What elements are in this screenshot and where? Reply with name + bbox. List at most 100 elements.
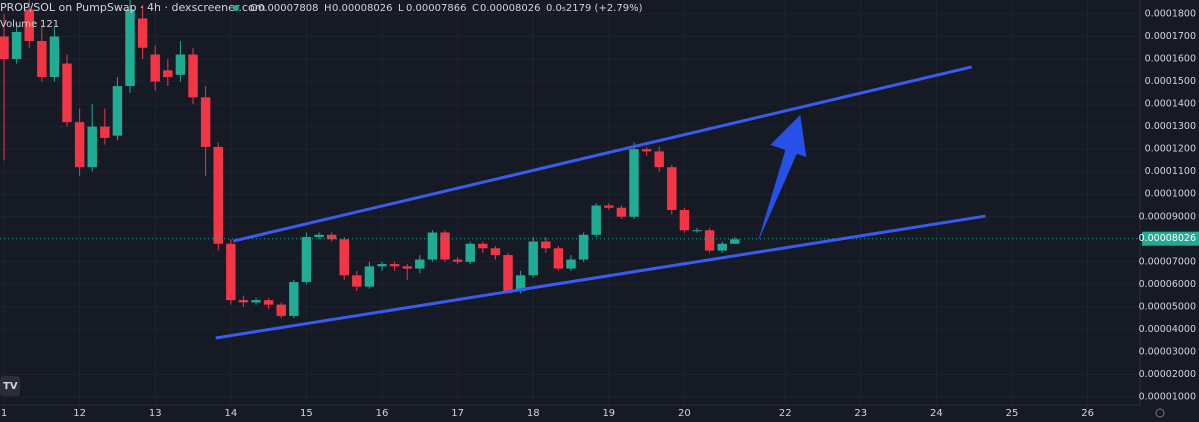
y-tick-label: 0.0001400 xyxy=(1145,99,1196,110)
candle-body xyxy=(717,243,727,251)
candle-body xyxy=(541,241,551,249)
candle-body xyxy=(263,300,274,305)
candle-body xyxy=(553,248,564,269)
y-tick-label: 0.00002000 xyxy=(1139,369,1196,380)
last-price-label: 0.00008026 xyxy=(1139,233,1196,244)
ohlc-key: H xyxy=(324,3,332,14)
candle-body xyxy=(364,266,375,287)
x-tick-label: 16 xyxy=(376,408,389,419)
candle-body xyxy=(200,97,211,147)
y-tick-label: 0.0001500 xyxy=(1145,76,1196,87)
candle-body xyxy=(465,243,475,262)
candle-body xyxy=(213,146,223,244)
candle-body xyxy=(415,259,425,269)
candle-body xyxy=(427,232,438,260)
candle-body xyxy=(616,207,627,217)
y-tick-label: 0.00009000 xyxy=(1139,211,1196,222)
candle-body xyxy=(137,18,148,48)
x-tick-label: 19 xyxy=(602,408,615,419)
candle-body xyxy=(112,86,123,136)
volume-label: Volume xyxy=(0,19,37,30)
y-tick-label: 0.00003000 xyxy=(1139,346,1196,357)
last-price-tag xyxy=(1142,231,1199,246)
logo-mark: TV xyxy=(3,381,18,392)
ohlc: O 0.00007808 H 0.00008026 L 0.00007866 C 0.0000… xyxy=(250,3,643,14)
candle-body xyxy=(339,239,349,276)
ohlc-value: 0.00007808 xyxy=(258,3,318,14)
logo-box xyxy=(0,376,20,396)
ohlc-key: O xyxy=(250,3,258,14)
ohlc-value: 0.00007866 xyxy=(406,3,466,14)
candle-body xyxy=(0,36,9,60)
candle-body xyxy=(402,266,412,269)
y-tick-label: 0.0001800 xyxy=(1145,8,1196,19)
candle-body xyxy=(24,9,34,42)
candle-body xyxy=(641,149,652,152)
change: 0.0₅2179 (+2.79%) xyxy=(546,3,643,14)
y-tick-label: 0.0001200 xyxy=(1145,144,1196,155)
tv-logo: TV xyxy=(0,376,20,396)
candle-body xyxy=(692,230,702,232)
ohlc-value: 0.00008026 xyxy=(332,3,392,14)
candle-body xyxy=(440,232,450,260)
chart-title: PROP/SOL on PumpSwap · 4h · dexscreener.… xyxy=(0,1,265,14)
candle-body xyxy=(478,243,488,249)
y-tick-label: 0.00004000 xyxy=(1139,324,1196,335)
candle-body xyxy=(352,275,362,287)
x-tick-label: 12 xyxy=(73,408,86,419)
y-tick-label: 0.00007000 xyxy=(1139,256,1196,267)
y-tick-label: 0.00006000 xyxy=(1139,279,1196,290)
ohlc-key: L xyxy=(398,3,404,14)
candle-body xyxy=(578,234,589,260)
y-tick-label: 0.0001100 xyxy=(1145,166,1196,177)
candle-body xyxy=(87,126,97,168)
y-tick-label: 0.0001000 xyxy=(1145,189,1196,200)
candle-body xyxy=(566,259,576,269)
candle-body xyxy=(74,122,85,168)
candle-body xyxy=(289,282,299,316)
candle-body xyxy=(629,149,639,217)
candle-body xyxy=(125,9,135,87)
ohlc-key: C xyxy=(472,3,479,14)
y-tick-label: 0.00001000 xyxy=(1139,392,1196,403)
status-dot xyxy=(233,5,239,11)
candle-body xyxy=(326,234,337,240)
x-tick-label: 25 xyxy=(1006,408,1019,419)
candle-body xyxy=(515,275,526,292)
candle-body xyxy=(226,243,236,301)
x-tick-label: 22 xyxy=(779,408,792,419)
y-tick-label: 0.0001600 xyxy=(1145,54,1196,65)
candle-body xyxy=(730,239,740,244)
candle-body xyxy=(163,70,173,78)
candle-body xyxy=(301,237,312,283)
candle-body xyxy=(188,54,198,98)
candle-body xyxy=(667,167,677,210)
y-tick-label: 0.0001700 xyxy=(1145,31,1196,42)
settings-icon[interactable] xyxy=(1155,408,1165,418)
candle-body xyxy=(389,264,400,267)
ohlc-value: 0.00008026 xyxy=(480,3,540,14)
x-tick-label: 26 xyxy=(1081,408,1094,419)
candle-body xyxy=(175,54,186,75)
x-tick-label: 15 xyxy=(300,408,313,419)
trend-line xyxy=(232,65,973,243)
volume-value: 121 xyxy=(40,19,59,30)
candle-body xyxy=(276,304,286,316)
candle-body xyxy=(452,259,463,262)
arrow xyxy=(757,114,807,243)
header: PROP/SOL on PumpSwap · 4h · dexscreener.… xyxy=(0,1,643,30)
x-tick-label: 18 xyxy=(527,408,540,419)
candle-body xyxy=(704,230,715,251)
candle-body xyxy=(679,209,690,231)
candle-body xyxy=(654,151,664,168)
y-tick-label: 0.00005000 xyxy=(1139,301,1196,312)
axes: 0.0001800 0.0001700 0.0001600 0.0001500 0.00… xyxy=(1,8,1199,419)
candle-body xyxy=(528,241,538,276)
x-tick-label: 23 xyxy=(854,408,867,419)
candle-body xyxy=(37,41,47,78)
candle-body xyxy=(49,36,60,78)
x-tick-label: 20 xyxy=(678,408,691,419)
candle-body xyxy=(490,248,501,256)
candle-body xyxy=(591,205,601,235)
